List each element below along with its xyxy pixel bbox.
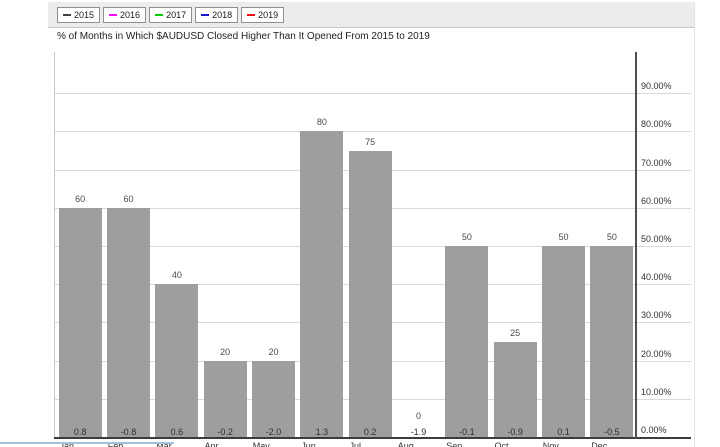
bar-value-label: 50 <box>558 232 569 242</box>
legend-year-label: 2019 <box>258 10 279 20</box>
bar-value-label: 0 <box>415 411 421 421</box>
legend-dash-icon <box>109 14 118 16</box>
x-axis-month-label: Oct <box>494 441 509 447</box>
bar-footer-value: -0.9 <box>507 427 523 437</box>
bar <box>155 284 199 437</box>
chart-legend: 2015 2016 2017 2018 2019 <box>48 2 694 28</box>
x-axis-month-label: Mar <box>156 441 172 447</box>
bar <box>203 360 247 437</box>
bar <box>590 246 634 437</box>
bar <box>541 246 585 437</box>
bar-value-label: 20 <box>220 346 231 357</box>
y-axis-tick-label: 10.00% <box>641 386 672 397</box>
bar-footer-value: -0.2 <box>217 427 233 437</box>
plot-left-border <box>54 52 55 437</box>
bar-value-label: 20 <box>268 346 279 357</box>
y-axis-tick-label: 30.00% <box>641 310 672 321</box>
x-axis-month-label: Dec <box>591 441 608 447</box>
y-axis-tick-label: 20.00% <box>641 348 672 359</box>
bar <box>251 360 295 437</box>
bar-value-label: 60 <box>75 193 86 204</box>
bar <box>445 246 489 437</box>
y-axis-tick-label: 70.00% <box>641 157 672 168</box>
chart-widget <box>48 2 695 447</box>
bar-footer-value: -1.9 <box>410 427 427 437</box>
bar-footer-value: 1.3 <box>315 427 329 437</box>
x-axis-month-label: Jul <box>349 441 362 447</box>
legend-dash-icon <box>63 14 71 16</box>
x-axis-month-label: Sep <box>446 441 463 447</box>
bar-value-label: 50 <box>606 232 617 242</box>
x-axis-line <box>54 437 691 439</box>
y-axis-tick-label: 0.00% <box>641 425 667 435</box>
y-axis-tick-label: 50.00% <box>641 234 672 244</box>
x-axis-month-label: Jun <box>301 441 316 447</box>
bar-footer-value: -0.5 <box>604 427 620 437</box>
y-axis-tick-label: 40.00% <box>641 272 672 283</box>
bar <box>348 150 392 437</box>
x-axis-month-label: Nov <box>542 441 559 447</box>
x-axis-month-label: Feb <box>107 441 124 447</box>
bar <box>58 207 102 437</box>
bar-footer-value: 0.8 <box>73 427 87 437</box>
bar-value-label: 25 <box>510 327 521 338</box>
legend-dash-icon <box>247 14 256 16</box>
bar-footer-value: -0.8 <box>120 427 137 437</box>
bar <box>300 131 344 437</box>
legend-year-label: 2018 <box>212 10 233 20</box>
x-axis-month-label: Jan <box>59 441 75 447</box>
chart-title: % of Months in Which $AUDUSD Closed High… <box>57 31 430 42</box>
bar-footer-value: 0.2 <box>363 427 377 437</box>
x-axis-month-label: May <box>252 441 270 447</box>
y-axis-tick-label: 80.00% <box>641 119 672 130</box>
bar-value-label: 75 <box>365 136 376 147</box>
bar-value-label: 50 <box>461 232 472 242</box>
bar-value-label: 60 <box>123 193 134 204</box>
gridline <box>54 131 691 133</box>
legend-button-2019[interactable]: 2019 <box>241 7 285 23</box>
legend-dash-icon <box>201 14 210 16</box>
bar <box>493 341 537 437</box>
window-edge-line <box>0 442 174 444</box>
y-axis-line <box>635 52 637 439</box>
bar <box>106 207 150 437</box>
legend-button-2016[interactable]: 2016 <box>103 7 147 23</box>
bar-value-label: 80 <box>316 117 327 128</box>
legend-year-label: 2017 <box>166 10 187 20</box>
legend-button-2018[interactable]: 2018 <box>195 7 239 23</box>
legend-year-label: 2016 <box>120 10 141 20</box>
x-axis-month-label: Aug <box>397 441 414 447</box>
legend-dash-icon <box>155 14 164 16</box>
bar-value-label: 40 <box>171 270 182 281</box>
legend-button-2017[interactable]: 2017 <box>149 7 193 23</box>
x-axis-month-label: Apr <box>204 441 219 447</box>
gridline <box>54 93 691 95</box>
legend-year-label: 2015 <box>74 10 95 20</box>
y-axis-tick-label: 60.00% <box>641 195 672 206</box>
y-axis-tick-label: 90.00% <box>641 81 672 92</box>
bar-footer-value: 0.6 <box>170 427 184 437</box>
legend-button-2015[interactable]: 2015 <box>57 7 101 23</box>
bar-footer-value: -0.1 <box>459 427 475 437</box>
bar-footer-value: 0.1 <box>557 427 570 437</box>
bar-footer-value: -2.0 <box>265 427 282 437</box>
